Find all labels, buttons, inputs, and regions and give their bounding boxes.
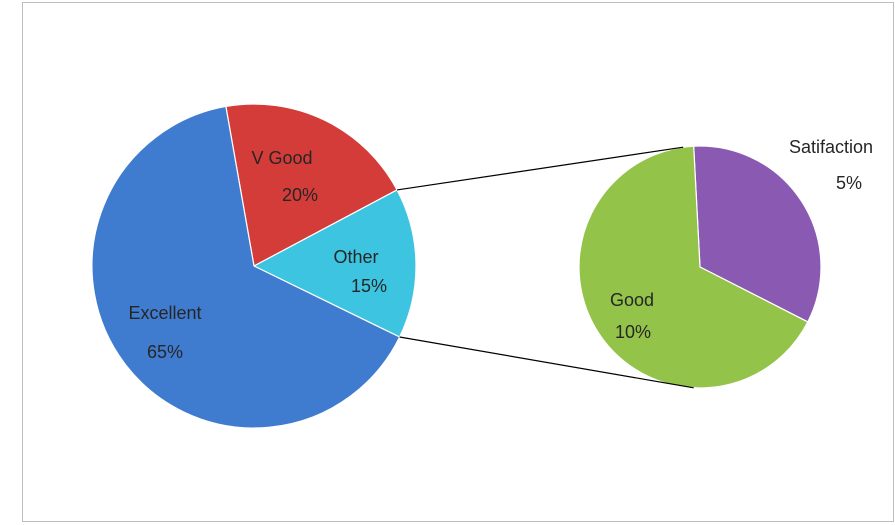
label-good-name: Good <box>610 290 654 310</box>
slice-excellent <box>91 105 401 429</box>
slice-good <box>578 145 809 389</box>
slice-satifaction <box>693 145 822 323</box>
label-other-value: 15% <box>351 276 387 296</box>
connector-line-top <box>396 146 684 191</box>
label-other-name: Other <box>333 247 378 267</box>
connector-lines <box>396 146 694 389</box>
label-good-value: 10% <box>615 322 651 342</box>
label-satifaction-name: Satifaction <box>789 137 873 157</box>
connector-line-bottom <box>399 336 694 389</box>
label-excellent-name: Excellent <box>128 303 201 323</box>
label-v-good-name: V Good <box>251 148 312 168</box>
slice-v-good <box>225 103 398 267</box>
label-satifaction-value: 5% <box>836 173 862 193</box>
label-v-good-value: 20% <box>282 185 318 205</box>
secondary-pie <box>578 145 822 389</box>
label-excellent-value: 65% <box>147 342 183 362</box>
slice-other <box>252 189 417 338</box>
main-pie <box>91 103 417 429</box>
